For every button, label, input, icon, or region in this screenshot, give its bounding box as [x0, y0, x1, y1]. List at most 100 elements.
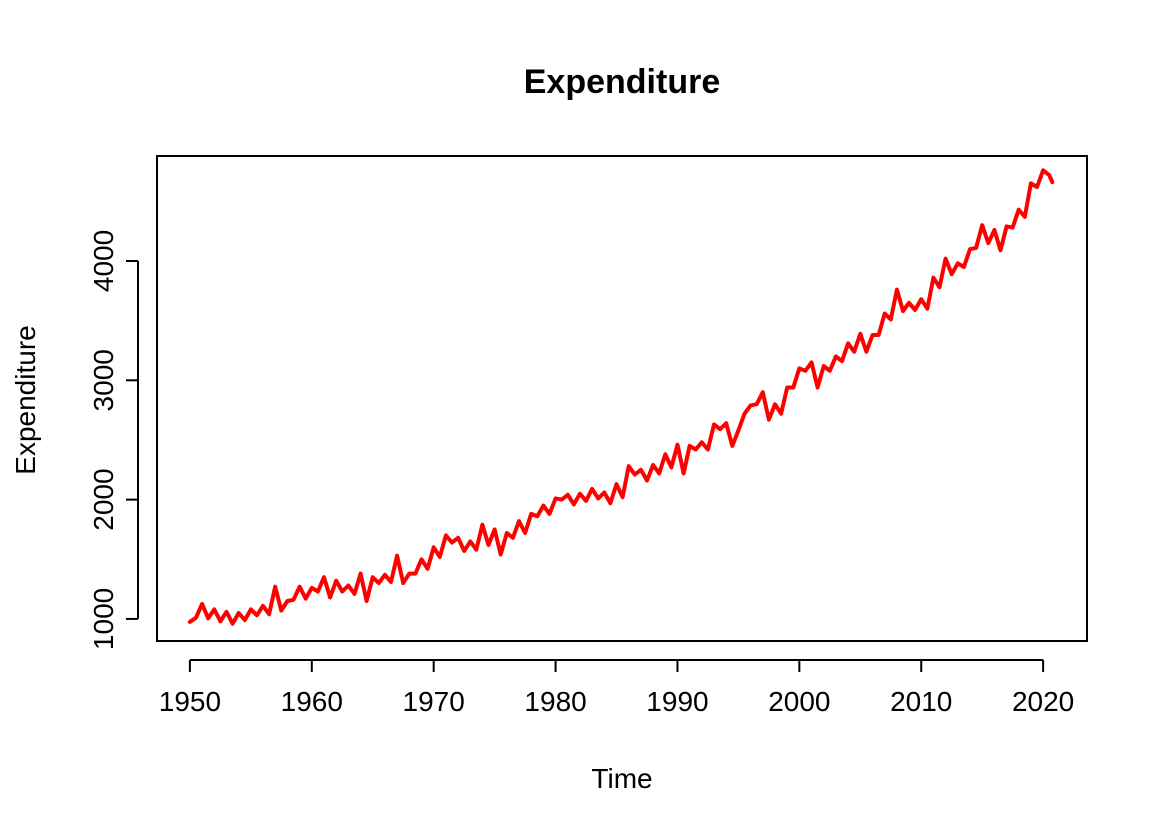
- data-point: [572, 502, 576, 506]
- data-point: [621, 495, 625, 499]
- data-point: [578, 492, 582, 496]
- data-point: [310, 586, 314, 590]
- data-point: [298, 585, 302, 589]
- data-point: [426, 567, 430, 571]
- data-point: [212, 607, 216, 611]
- data-point: [615, 482, 618, 486]
- data-point: [1023, 215, 1027, 219]
- data-point: [523, 531, 527, 535]
- data-point: [231, 622, 235, 626]
- data-point: [718, 427, 722, 431]
- data-point: [968, 247, 972, 251]
- x-tick-label: 2000: [768, 686, 830, 717]
- data-point: [554, 496, 558, 500]
- data-point: [889, 318, 893, 321]
- data-point: [974, 246, 978, 250]
- data-point: [962, 265, 966, 269]
- data-point: [895, 288, 899, 292]
- data-point: [956, 261, 960, 265]
- series-group: [187, 168, 1055, 626]
- x-axis: 1950 1960 1970 1980 1990 2000 2010 2020: [159, 659, 1074, 717]
- data-point: [608, 501, 612, 505]
- data-point: [541, 504, 545, 508]
- y-axis-label: Expenditure: [10, 325, 41, 474]
- data-point: [724, 421, 728, 425]
- data-point: [365, 599, 369, 603]
- data-point: [925, 307, 929, 311]
- data-point: [249, 607, 253, 611]
- data-point: [590, 487, 594, 491]
- data-point: [602, 491, 606, 494]
- data-point: [535, 514, 539, 518]
- data-point: [243, 618, 247, 622]
- data-point: [432, 545, 436, 549]
- data-point: [377, 581, 381, 585]
- data-point: [395, 554, 399, 558]
- data-point: [816, 386, 820, 389]
- data-point: [334, 579, 338, 583]
- data-point: [1029, 181, 1033, 185]
- x-axis-label: Time: [591, 763, 652, 794]
- data-point: [383, 573, 387, 577]
- y-tick-label: 3000: [88, 349, 119, 411]
- data-point: [1050, 180, 1054, 184]
- data-point: [992, 228, 996, 232]
- data-point: [749, 403, 753, 407]
- data-point: [316, 590, 320, 593]
- data-point: [779, 412, 783, 416]
- data-point: [279, 609, 283, 613]
- data-point: [353, 592, 356, 596]
- data-point: [401, 581, 405, 585]
- data-point: [791, 386, 795, 389]
- data-point: [285, 599, 289, 603]
- data-point: [810, 360, 813, 364]
- x-tick-label: 2020: [1012, 686, 1074, 717]
- data-point: [517, 519, 521, 523]
- data-point: [407, 572, 411, 576]
- data-point: [505, 531, 509, 535]
- data-point: [420, 557, 423, 561]
- data-point: [340, 590, 344, 593]
- x-tick-label: 1980: [524, 686, 586, 717]
- data-point: [371, 575, 375, 579]
- data-point: [871, 333, 874, 337]
- data-point: [255, 613, 259, 617]
- data-point: [548, 512, 551, 516]
- data-point: [743, 412, 746, 416]
- data-point: [596, 496, 600, 500]
- data-point: [706, 448, 710, 451]
- data-point: [669, 465, 673, 469]
- data-point: [566, 493, 570, 497]
- y-tick-label: 1000: [88, 588, 119, 650]
- data-point: [852, 350, 856, 354]
- x-tick-label: 1950: [159, 686, 221, 717]
- data-point: [1011, 226, 1015, 230]
- data-point: [657, 471, 661, 475]
- data-point: [188, 620, 192, 624]
- data-point: [450, 541, 454, 545]
- data-point: [200, 602, 204, 606]
- data-point: [938, 285, 941, 289]
- data-point: [700, 440, 704, 444]
- data-point: [444, 533, 448, 537]
- x-tick-label: 1990: [646, 686, 708, 717]
- data-point: [493, 527, 497, 531]
- data-point: [676, 443, 679, 447]
- series-line: [187, 168, 1055, 626]
- data-point: [487, 543, 490, 547]
- data-point: [480, 523, 484, 527]
- data-point: [834, 354, 838, 358]
- data-point: [225, 610, 228, 614]
- data-point: [1005, 224, 1009, 228]
- data-point: [663, 452, 667, 456]
- data-point: [999, 248, 1002, 252]
- data-point: [359, 572, 363, 576]
- data-point: [511, 536, 515, 540]
- data-point: [273, 585, 277, 589]
- data-point: [346, 584, 350, 587]
- data-point: [389, 580, 393, 584]
- data-point: [328, 596, 332, 599]
- data-point: [919, 297, 923, 301]
- data-point: [645, 479, 649, 482]
